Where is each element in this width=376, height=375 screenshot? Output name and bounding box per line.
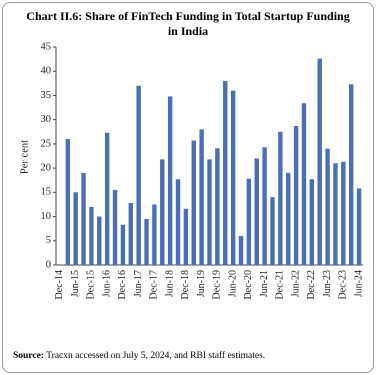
- bar: [81, 172, 86, 265]
- bar: [167, 96, 173, 265]
- bar: [191, 140, 196, 265]
- source-note: Source: Tracxn accessed on July 5, 2024,…: [13, 351, 265, 361]
- bar: [223, 80, 228, 266]
- bar: [325, 148, 330, 265]
- bar: [348, 84, 354, 266]
- bar: [254, 158, 259, 265]
- y-tick-label: 5: [46, 235, 51, 246]
- chart-title: Chart II.6: Share of FinTech Funding in …: [26, 9, 350, 38]
- bar: [278, 131, 283, 265]
- bar: [238, 235, 244, 265]
- chart-frame: Per cent 0 5 10 15 20 25 30 35 40 45 Dec-14 Jun-15 D…: [2, 2, 374, 373]
- bar: [230, 90, 236, 265]
- bar: [128, 202, 133, 265]
- x-tick-label: Dec-21: [275, 270, 286, 299]
- bar: [309, 179, 315, 265]
- x-tick-label: Dec-23: [338, 270, 349, 299]
- bar: [136, 85, 141, 265]
- bar: [120, 224, 126, 265]
- y-tick-label: 35: [41, 90, 52, 101]
- y-tick-label: 45: [41, 41, 52, 52]
- x-tick-label: Dec-15: [86, 270, 97, 299]
- x-tick-label: Jun-20: [227, 270, 238, 297]
- bar: [333, 163, 338, 265]
- bar: [341, 161, 346, 265]
- bar: [262, 147, 267, 265]
- bar: [270, 197, 275, 265]
- x-tick-label: Jun-18: [164, 270, 175, 297]
- y-tick-label: 15: [41, 187, 52, 198]
- y-axis-label: Per cent: [19, 140, 30, 174]
- bar: [152, 204, 157, 265]
- x-tick-label: Dec-22: [306, 270, 317, 299]
- x-tick-label: Jun-15: [70, 270, 81, 297]
- chart: Per cent 0 5 10 15 20 25 30 35 40 45 Dec-14 Jun-15 D…: [19, 41, 364, 299]
- x-tick-label: Dec-16: [117, 270, 128, 299]
- bar: [356, 188, 362, 265]
- bar: [65, 139, 71, 265]
- bar: [286, 172, 291, 265]
- bar: [73, 192, 78, 265]
- y-tick-label: 40: [41, 66, 52, 77]
- bar: [112, 189, 118, 265]
- x-tick-label: Jun-17: [133, 270, 144, 297]
- bar: [183, 208, 189, 265]
- bar: [89, 206, 94, 265]
- bar: [293, 125, 299, 265]
- x-tick-label: Jun-19: [196, 270, 207, 297]
- y-tick-label: 20: [41, 163, 52, 174]
- x-tick-label: Jun-23: [322, 270, 333, 297]
- bar: [207, 159, 212, 265]
- bar: [104, 132, 110, 265]
- bar: [246, 178, 252, 265]
- bar: [160, 159, 165, 265]
- x-tick-label: Dec-14: [54, 270, 65, 299]
- source-label: Source:: [13, 351, 44, 361]
- bar: [301, 103, 307, 265]
- bar: [144, 218, 149, 265]
- y-tick-label: 30: [41, 114, 52, 125]
- y-tick-label: 25: [41, 138, 52, 149]
- x-tick-label: Jun-21: [259, 270, 270, 297]
- x-tick-label: Jun-24: [353, 270, 364, 297]
- x-tick-label: Dec-19: [212, 270, 223, 299]
- bar: [175, 179, 181, 265]
- x-tick-label: Dec-20: [243, 270, 254, 299]
- x-tick-label: Jun-16: [101, 270, 112, 297]
- bar: [317, 58, 322, 266]
- y-tick-label: 10: [41, 211, 52, 222]
- x-tick-label: Dec-17: [149, 270, 160, 299]
- bar: [199, 129, 204, 265]
- source-text: Tracxn accessed on July 5, 2024, and RBI…: [46, 351, 266, 361]
- bar: [97, 216, 102, 265]
- y-tick-label: 0: [46, 259, 51, 270]
- bar: [215, 148, 220, 265]
- x-tick-label: Jun-22: [290, 270, 301, 297]
- x-tick-label: Dec-18: [180, 270, 191, 299]
